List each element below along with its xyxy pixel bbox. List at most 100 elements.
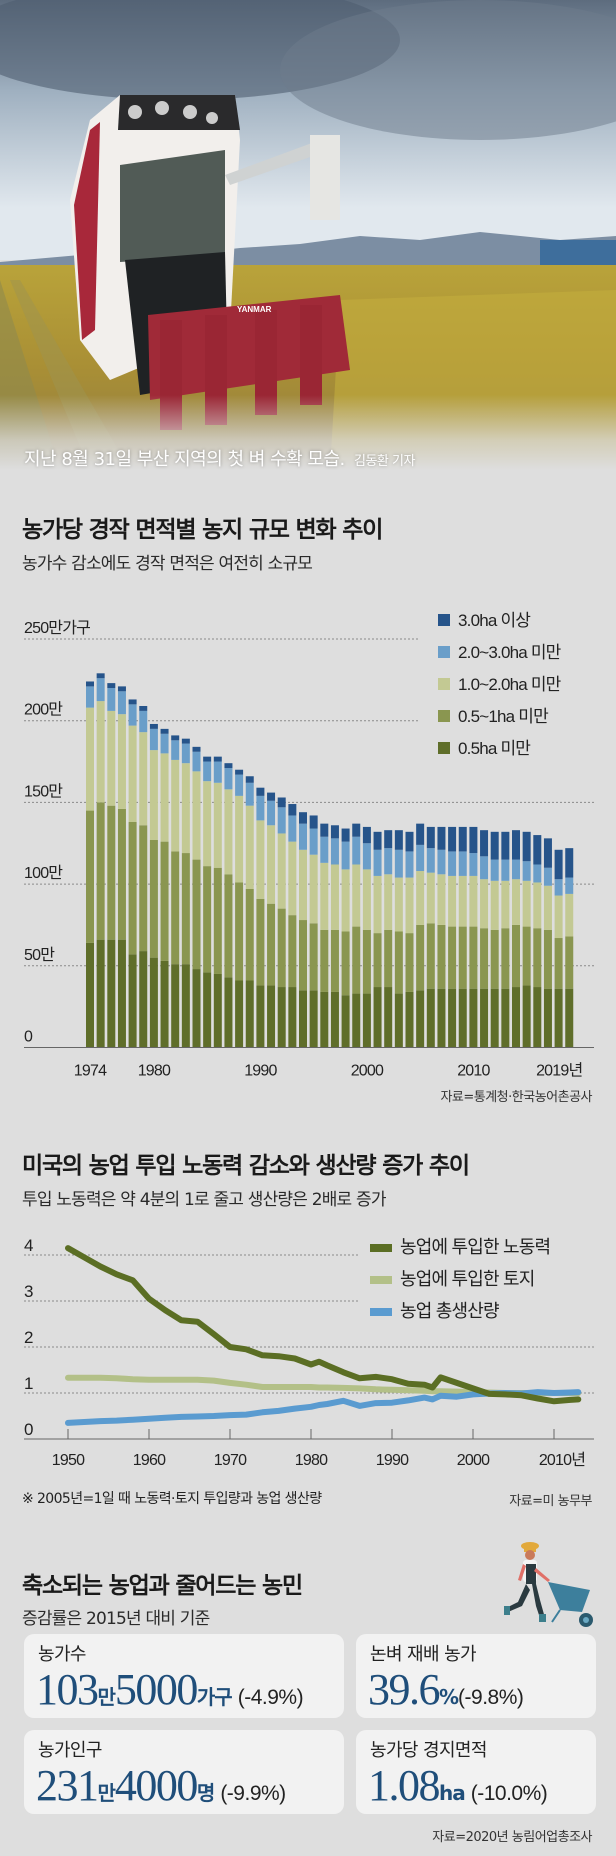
bar-segment: [362, 869, 371, 930]
stat-label: 농가인구: [38, 1740, 102, 1761]
y-tick-label: 2: [24, 1328, 33, 1347]
bar-segment: [224, 874, 233, 978]
bar-segment: [352, 823, 361, 837]
bar-segment: [437, 924, 446, 989]
section1-source: 자료=통계청·한국농어촌공사: [440, 1090, 592, 1105]
bar-segment: [490, 929, 499, 989]
stat-change: (-9.8%): [458, 1686, 524, 1709]
bar-segment: [128, 822, 137, 955]
bar-segment: [86, 942, 94, 1048]
bar-segment: [458, 826, 467, 852]
bar-segment: [320, 991, 329, 1048]
bar-segment: [277, 807, 286, 834]
bar-segment: [394, 849, 403, 878]
bar-segment: [416, 871, 425, 925]
bar-segment: [533, 864, 542, 883]
bar-segment: [480, 928, 489, 989]
series-line: [65, 1245, 582, 1405]
machine-brand-text: YANMAR: [237, 305, 272, 314]
bar-segment: [107, 688, 116, 711]
bar-segment: [117, 714, 126, 809]
bar-segment: [320, 836, 329, 863]
section2-subtitle: 투입 노동력은 약 4분의 1로 줄고 생산량은 2배로 증가: [22, 1190, 386, 1210]
bar-segment: [543, 885, 552, 930]
bar-segment: [543, 838, 552, 868]
y-tick-label: 250만가구: [24, 619, 90, 637]
bar-segment: [309, 923, 318, 991]
bar-segment: [309, 815, 318, 829]
stat-unit: 가구: [196, 1685, 233, 1709]
stat-value: 103만5000가구 (-4.9%): [36, 1664, 304, 1715]
bar-segment: [512, 879, 520, 925]
bar-segment: [330, 864, 339, 930]
bar-segment: [299, 849, 307, 921]
bar-segment: [235, 769, 244, 775]
bar-segment: [149, 750, 158, 840]
bar-segment: [341, 931, 350, 996]
bar-segment: [352, 926, 361, 994]
bar-segment: [224, 768, 233, 790]
bar-segment: [277, 987, 286, 1048]
bar-segment: [203, 781, 212, 867]
bar-segment: [426, 872, 435, 924]
x-tick-label: 1990: [376, 1452, 409, 1469]
legend-label: 농업에 투입한 토지: [400, 1269, 534, 1289]
bar-segment: [384, 830, 393, 849]
bar-segment: [384, 987, 393, 1048]
bar-segment: [469, 988, 478, 1048]
bar-segment: [384, 929, 393, 988]
bar-segment: [256, 787, 265, 796]
bar-segment: [171, 735, 180, 741]
bar-segment: [501, 988, 510, 1048]
bar-segment: [299, 823, 307, 850]
bar-segment: [469, 853, 478, 876]
bar-segment: [543, 867, 552, 886]
bar-segment: [320, 929, 329, 992]
bar-segment: [96, 701, 105, 803]
bar-segment: [256, 820, 265, 899]
bar-segment: [416, 823, 425, 845]
building: [540, 240, 616, 265]
bar-segment: [554, 988, 563, 1048]
bar-segment: [490, 831, 499, 860]
y-tick-label: 0: [24, 1420, 33, 1439]
bar-segment: [458, 988, 467, 1048]
bar-segment: [426, 826, 435, 849]
bar-segment: [171, 851, 180, 965]
stat-label: 논벼 재배 농가: [370, 1644, 477, 1665]
bar-segment: [299, 920, 307, 991]
legend-swatch: [438, 710, 450, 722]
bar-segment: [501, 831, 510, 860]
bar-segment: [96, 939, 105, 1048]
bar-segment: [245, 980, 254, 1048]
stat-number: 4000: [114, 1761, 199, 1810]
stat-value: 231만4000명 (-9.9%): [36, 1760, 286, 1811]
stat-unit: 명: [196, 1781, 215, 1805]
legend-swatch: [438, 742, 450, 754]
bar-segment: [277, 908, 286, 988]
bar-segment: [533, 987, 542, 1048]
bar-segment: [139, 951, 148, 1048]
bar-segment: [416, 990, 425, 1048]
x-tick-label: 1960: [133, 1452, 166, 1469]
bar-segment: [288, 815, 297, 842]
bar-segment: [288, 841, 297, 916]
bar-segment: [213, 756, 222, 762]
legend-label: 0.5ha 미만: [458, 739, 531, 758]
bar-segment: [203, 756, 212, 762]
bar-segment: [362, 993, 371, 1048]
bar-segment: [480, 830, 489, 857]
bar-segment: [352, 836, 361, 865]
stat-number: 1.08: [368, 1761, 441, 1810]
legend-swatch: [370, 1308, 392, 1316]
bar-segment: [267, 985, 276, 1048]
bar-segment: [341, 828, 350, 842]
bar-segment: [96, 678, 105, 702]
bar-segment: [235, 882, 244, 981]
bar-segment: [416, 844, 425, 872]
bar-segment: [160, 728, 169, 734]
bar-segment: [224, 977, 233, 1048]
bar-segment: [512, 859, 520, 880]
section1-subtitle: 농가수 감소에도 경작 면적은 여전히 소규모: [22, 554, 313, 574]
bar-segment: [309, 828, 318, 855]
